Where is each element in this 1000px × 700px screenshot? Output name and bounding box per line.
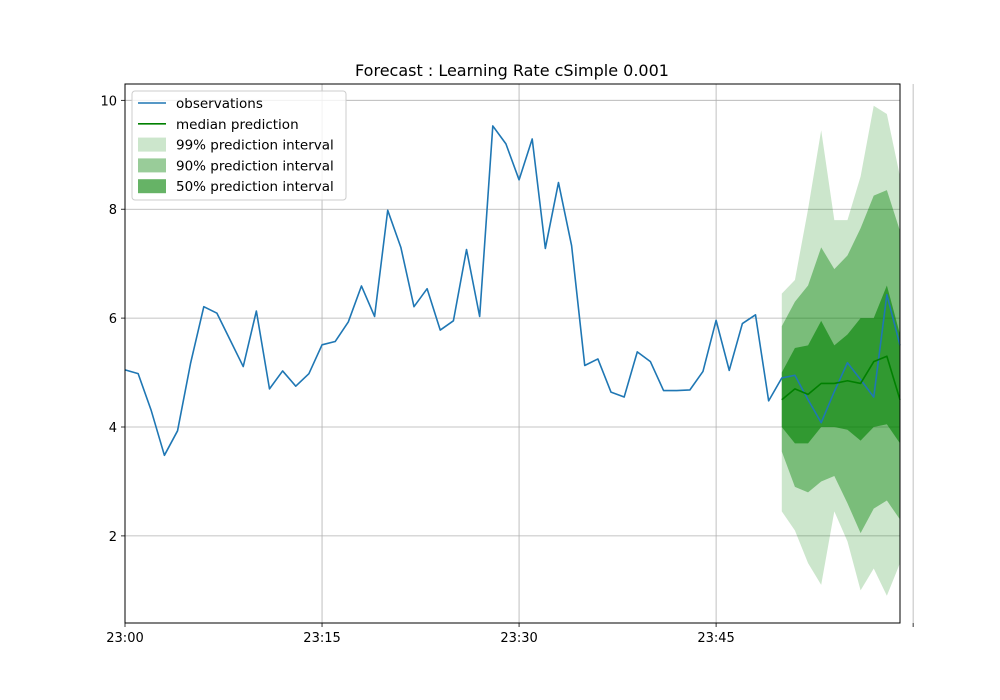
x-tick-label: 23:15 — [303, 631, 340, 646]
prediction-band — [781, 285, 900, 444]
x-tick-label: 23:00 — [106, 631, 143, 646]
legend-patch-swatch — [138, 179, 166, 194]
series-lines — [124, 125, 901, 457]
legend-entry-label: observations — [176, 96, 263, 112]
observations-line — [124, 125, 901, 457]
median-prediction-line — [781, 355, 901, 401]
legend-patch-swatch — [138, 158, 166, 173]
legend: observations median prediction 99% predict… — [131, 90, 347, 201]
y-tick-label: 2 — [109, 530, 117, 545]
y-tick-label: 10 — [100, 94, 117, 109]
y-tick-label: 6 — [109, 312, 117, 327]
prediction-intervals — [781, 105, 900, 596]
legend-entry-label: 99% prediction interval — [176, 138, 334, 154]
legend-entry-label: 90% prediction interval — [176, 158, 334, 174]
y-tick-label: 8 — [109, 203, 117, 218]
legend-patch-swatch — [138, 137, 166, 152]
axes: 23:00 23:15 23:30 23:45 2 4 6 8 10 — [100, 94, 914, 646]
legend-entry-label: median prediction — [176, 117, 299, 133]
legend-box — [131, 90, 347, 201]
legend-entry-label: 50% prediction interval — [176, 179, 334, 195]
plot-area-frame — [124, 83, 901, 624]
x-tick-label: 23:30 — [500, 631, 537, 646]
y-tick-label: 4 — [109, 421, 117, 436]
x-tick-label: 23:45 — [697, 631, 734, 646]
chart-title: Forecast : Learning Rate cSimple 0.001 — [355, 61, 669, 80]
